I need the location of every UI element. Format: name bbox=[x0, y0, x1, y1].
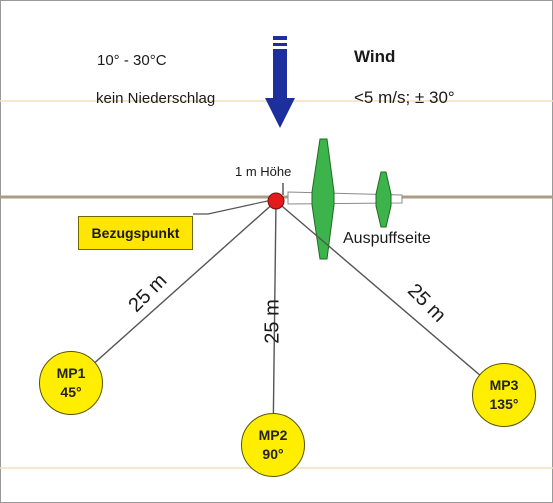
wind-title: Wind bbox=[354, 47, 396, 66]
precipitation-label: kein Niederschlag bbox=[96, 90, 216, 107]
measure-line-mp2 bbox=[272, 200, 277, 446]
measurement-point-mp1: MP1 45° bbox=[39, 351, 103, 415]
measure-line-mp3 bbox=[275, 200, 503, 395]
measurement-point-mp2: MP2 90° bbox=[241, 413, 305, 477]
measurement-point-mp3: MP3 135° bbox=[472, 363, 536, 427]
measurement-point-id: MP1 bbox=[56, 365, 86, 382]
measurement-point-id: MP3 bbox=[489, 377, 519, 394]
aircraft-icon bbox=[287, 138, 403, 260]
measurement-point-id: MP2 bbox=[258, 427, 288, 444]
reference-connector bbox=[193, 199, 273, 215]
measure-line-mp1 bbox=[71, 200, 277, 384]
measurement-point-angle: 90° bbox=[262, 446, 284, 462]
measurement-point-angle: 45° bbox=[60, 384, 82, 400]
wind-arrow-icon bbox=[265, 36, 295, 128]
wind-value: <5 m/s; ± 30° bbox=[354, 88, 455, 107]
distance-label-mp2: 25 m bbox=[261, 299, 284, 344]
exhaust-side-label: Auspuffseite bbox=[343, 230, 431, 247]
temperature-label: 10° - 30°C bbox=[97, 52, 167, 69]
reference-point-label: Bezugspunkt bbox=[78, 216, 193, 250]
measurement-point-angle: 135° bbox=[489, 396, 519, 412]
reference-point-dot bbox=[267, 192, 285, 210]
height-label: 1 m Höhe bbox=[235, 164, 292, 179]
